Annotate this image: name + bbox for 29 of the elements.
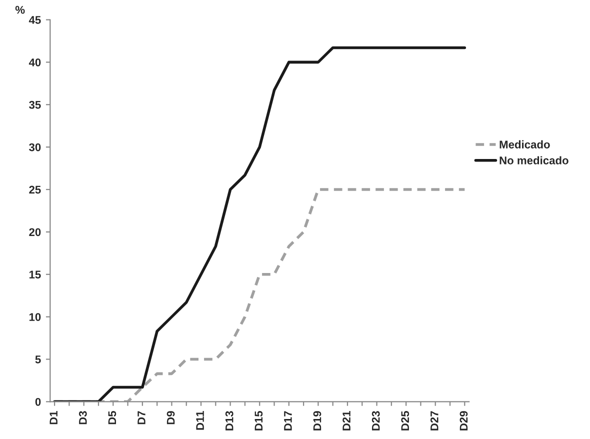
y-tick-label: 0 bbox=[35, 398, 41, 406]
y-tick-label: 20 bbox=[29, 228, 41, 236]
x-tick-label: D7 bbox=[138, 411, 146, 424]
x-tick-label: D15 bbox=[254, 411, 263, 430]
x-tick-label: D19 bbox=[313, 411, 322, 430]
x-tick-label: D17 bbox=[284, 411, 292, 430]
x-tick-label: D9 bbox=[166, 411, 175, 424]
y-tick-label: 5 bbox=[35, 356, 41, 364]
y-axis-title: % bbox=[15, 6, 25, 14]
line-series bbox=[53, 46, 466, 402]
x-tick-label: D27 bbox=[430, 411, 438, 430]
x-tick-label: D23 bbox=[372, 411, 380, 430]
y-tick-label: 30 bbox=[29, 143, 41, 152]
legend-label: Medicado bbox=[500, 140, 550, 148]
y-tick-label: 35 bbox=[29, 100, 41, 109]
x-tick-label: D29 bbox=[460, 411, 468, 430]
x-tick-label: D13 bbox=[225, 411, 234, 430]
x-tick-label: D1 bbox=[50, 411, 58, 424]
x-tick-label: D5 bbox=[108, 411, 116, 424]
x-tick-label: D21 bbox=[342, 411, 350, 430]
x-tick-label: D3 bbox=[78, 411, 87, 424]
y-tick-label: 45 bbox=[28, 16, 41, 24]
y-tick-label: 40 bbox=[28, 58, 41, 66]
x-tick-label: D25 bbox=[401, 411, 410, 430]
y-tick-label: 10 bbox=[29, 313, 41, 321]
x-tick-label: D11 bbox=[196, 411, 204, 430]
y-tick-label: 25 bbox=[29, 186, 41, 194]
legend-label: No medicado bbox=[500, 156, 568, 164]
y-tick-label: 15 bbox=[29, 270, 41, 279]
